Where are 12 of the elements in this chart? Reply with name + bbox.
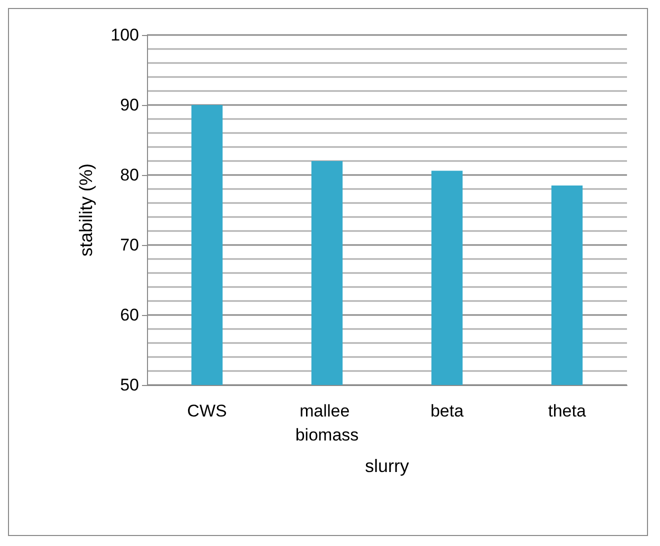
x-tick-label: theta [548,402,586,420]
y-tick-label: 100 [110,26,139,44]
x-tick-label: beta [430,402,464,420]
y-tick-label: 50 [120,376,139,394]
x-tick-label: CWS [187,402,227,420]
x-axis-title: slurry [365,456,409,476]
x-tick-label: mallee biomass [295,402,359,444]
y-tick-label: 80 [120,166,139,184]
y-axis-title: stability (%) [76,163,96,257]
y-tick-label: 90 [120,96,139,114]
y-tick-label: 60 [120,306,139,324]
y-tick-label: 70 [120,236,139,254]
